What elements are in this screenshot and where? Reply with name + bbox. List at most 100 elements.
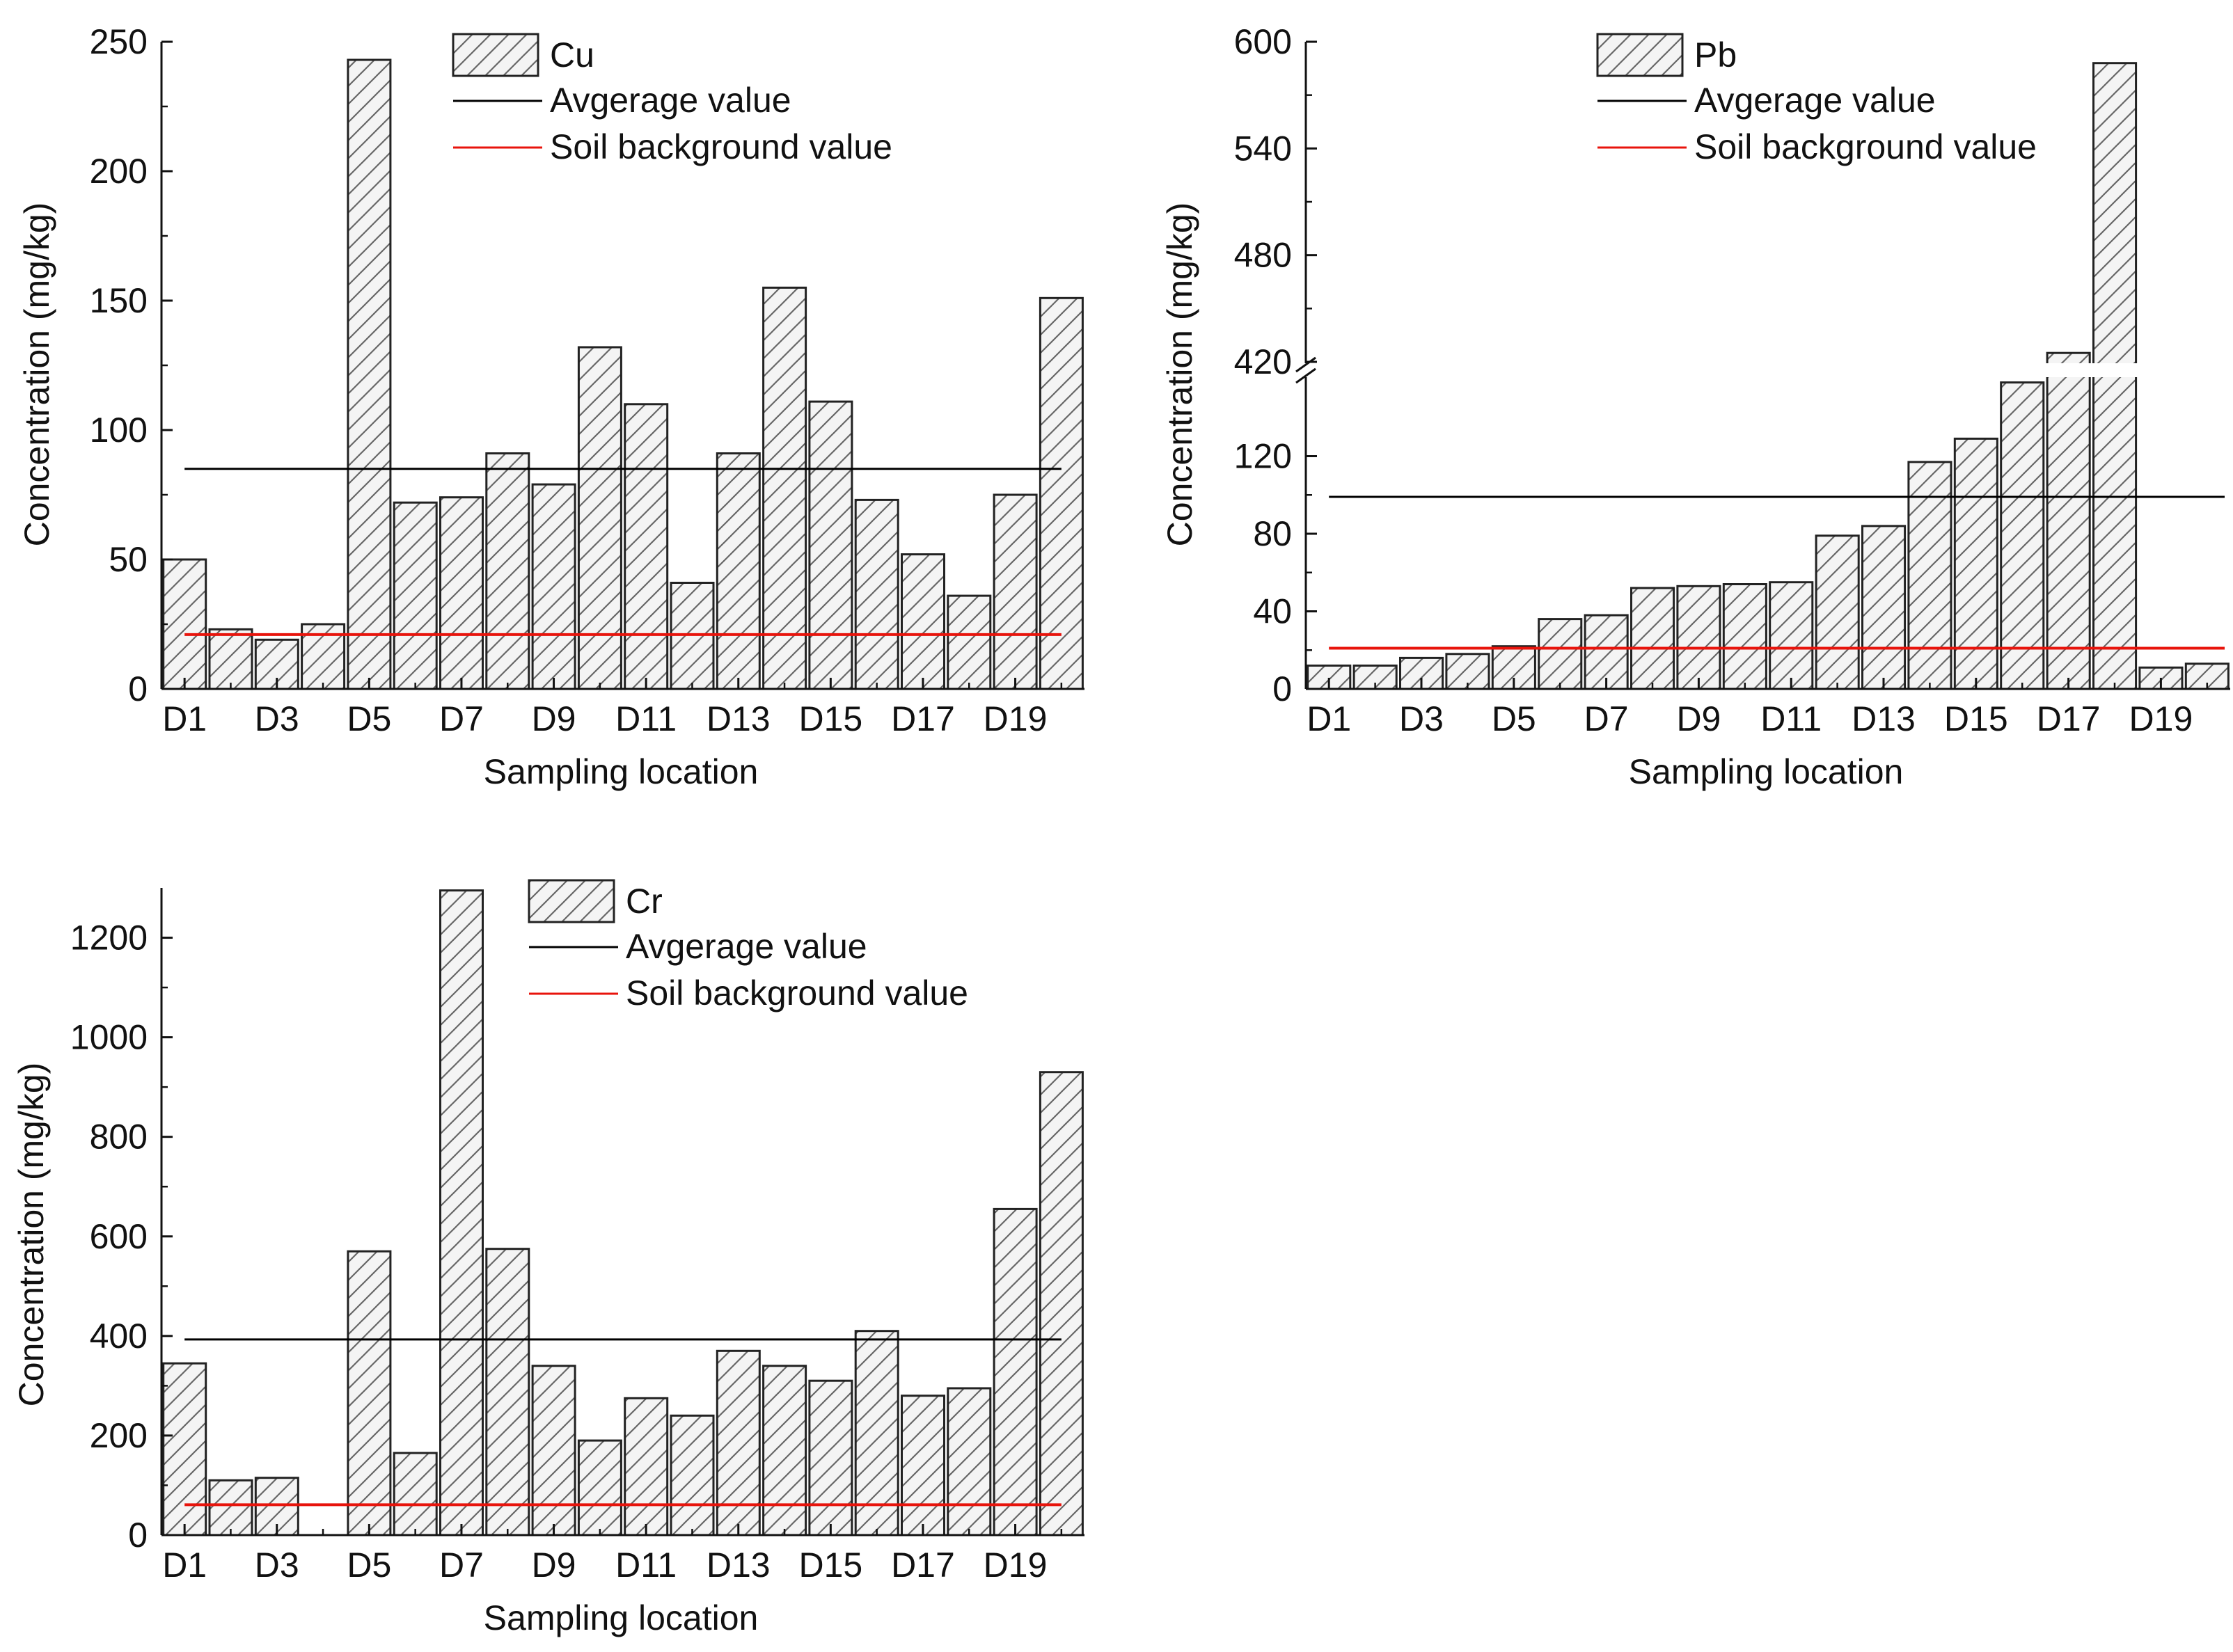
cr-y-ticks: 0 200 400 600 800 1000 1200	[70, 919, 173, 1555]
cu-bar-d16	[854, 498, 899, 690]
pb-break-mark-1	[1295, 356, 1316, 373]
pb-legend: Pb Avgerage value Soil background value	[1596, 33, 2037, 166]
pb-break-mark-2	[1295, 367, 1316, 384]
cu-bar-d8	[485, 452, 530, 690]
cr-bar-d13	[716, 1349, 761, 1536]
cu-y-axis-label: Concentration (mg/kg)	[17, 202, 56, 547]
cu-x-tick-label: D1	[162, 699, 207, 738]
cr-bar-d18	[947, 1387, 992, 1536]
pb-legend-series-label: Pb	[1694, 35, 1737, 74]
cu-bar-d17	[901, 553, 945, 690]
pb-x-tick-label: D11	[1760, 699, 1822, 738]
pb-x-tick-label: D5	[1492, 699, 1536, 738]
cr-x-tick-label: D5	[347, 1546, 391, 1585]
cr-bar-d12	[670, 1414, 715, 1536]
pb-legend-swatch	[1596, 33, 1684, 77]
cr-x-tick-label: D17	[891, 1546, 955, 1585]
pb-y-axis-label: Concentration (mg/kg)	[1160, 202, 1199, 547]
cr-legend: Cr Avgerage value Soil background value	[528, 879, 968, 1012]
pb-x-axis-label: Sampling location	[1629, 752, 1904, 791]
cr-legend-background-label: Soil background value	[626, 974, 968, 1012]
pb-x-ticks: D1 D3 D5 D7 D9 D11 D13 D15 D17 D19	[1307, 678, 2209, 738]
cr-y-tick-label: 600	[90, 1217, 148, 1256]
cu-x-tick-label: D13	[707, 699, 771, 738]
cu-y-tick-label: 250	[90, 22, 148, 61]
cr-y-axis-label: Concentration (mg/kg)	[12, 1063, 51, 1407]
pb-bar-d11	[1769, 581, 1814, 690]
pb-x-tick-label: D9	[1676, 699, 1721, 738]
cu-x-tick-label: D9	[532, 699, 576, 738]
pb-bars	[1307, 62, 2230, 690]
cr-x-tick-label: D13	[707, 1546, 771, 1585]
cu-y-tick-label: 200	[90, 152, 148, 191]
cr-bar-d20	[1039, 1071, 1084, 1536]
cu-bar-d2	[208, 628, 253, 690]
cu-legend-background-label: Soil background value	[550, 127, 892, 166]
cr-bar-d2	[208, 1479, 253, 1536]
cr-bar-d8	[485, 1248, 530, 1536]
cu-x-tick-label: D19	[984, 699, 1048, 738]
cr-x-tick-label: D19	[984, 1546, 1048, 1585]
cu-bar-d13	[716, 452, 761, 690]
cu-x-tick-label: D11	[615, 699, 677, 738]
cu-bar-d18	[947, 594, 992, 690]
cu-legend-average-label: Avgerage value	[550, 81, 791, 120]
pb-bar-d13	[1861, 525, 1907, 690]
pb-legend-background-label: Soil background value	[1694, 127, 2037, 166]
pb-bar-d10	[1722, 583, 1767, 690]
pb-y-tick-label: 0	[1272, 669, 1292, 708]
pb-x-tick-label: D19	[2129, 699, 2193, 738]
cu-x-tick-label: D7	[439, 699, 484, 738]
cu-bar-d20	[1039, 296, 1084, 690]
cu-bar-d15	[808, 400, 853, 690]
pb-x-tick-label: D17	[2037, 699, 2101, 738]
cu-bar-d14	[762, 286, 807, 690]
cu-y-tick-label: 50	[109, 540, 148, 579]
cr-bar-d9	[531, 1365, 576, 1536]
cu-bar-d19	[993, 493, 1038, 690]
cr-y-tick-label: 800	[90, 1118, 148, 1157]
cu-legend-series-label: Cu	[550, 35, 594, 74]
pb-y-tick-label: 80	[1253, 514, 1292, 553]
cu-x-tick-label: D3	[255, 699, 299, 738]
pb-y-tick-label: 600	[1234, 22, 1292, 61]
cu-x-tick-label: D15	[798, 699, 862, 738]
pb-x-tick-label: D7	[1584, 699, 1629, 738]
pb-y-tick-label: 120	[1234, 437, 1292, 476]
pb-y-tick-label: 420	[1234, 342, 1292, 381]
pb-x-tick-label: D1	[1307, 699, 1351, 738]
cu-y-tick-label: 150	[90, 281, 148, 320]
pb-axis-break-gap	[1309, 363, 2230, 377]
pb-x-tick-label: D13	[1852, 699, 1916, 738]
pb-bar-d16	[2000, 381, 2045, 690]
pb-bar-d8	[1630, 587, 1675, 690]
cu-bar-d11	[624, 403, 669, 690]
cu-y-tick-label: 0	[128, 669, 148, 708]
cr-axes	[160, 888, 1084, 1536]
cr-bar-d17	[901, 1395, 945, 1536]
cu-bar-d6	[393, 501, 438, 690]
cr-legend-average-label: Avgerage value	[626, 927, 867, 966]
cr-bar-d7	[439, 889, 484, 1536]
pb-x-tick-label: D15	[1944, 699, 2008, 738]
cr-legend-swatch	[528, 879, 615, 923]
cr-x-axis-label: Sampling location	[484, 1598, 759, 1637]
cr-y-tick-label: 1000	[70, 1018, 148, 1057]
cr-x-tick-label: D9	[532, 1546, 576, 1585]
cr-legend-series-label: Cr	[626, 882, 663, 921]
pb-bar-d17	[2046, 351, 2091, 690]
cu-bar-d10	[577, 346, 622, 690]
cu-x-tick-label: D17	[891, 699, 955, 738]
cu-x-tick-label: D5	[347, 699, 391, 738]
cu-bar-d5	[347, 58, 392, 690]
cr-x-tick-label: D11	[615, 1546, 677, 1585]
cr-y-tick-label: 0	[128, 1516, 148, 1555]
pb-x-tick-label: D3	[1399, 699, 1444, 738]
pb-bar-d3	[1399, 656, 1444, 690]
cr-bar-d14	[762, 1365, 807, 1536]
cr-bar-d11	[624, 1397, 669, 1536]
pb-y-tick-label: 480	[1234, 236, 1292, 275]
